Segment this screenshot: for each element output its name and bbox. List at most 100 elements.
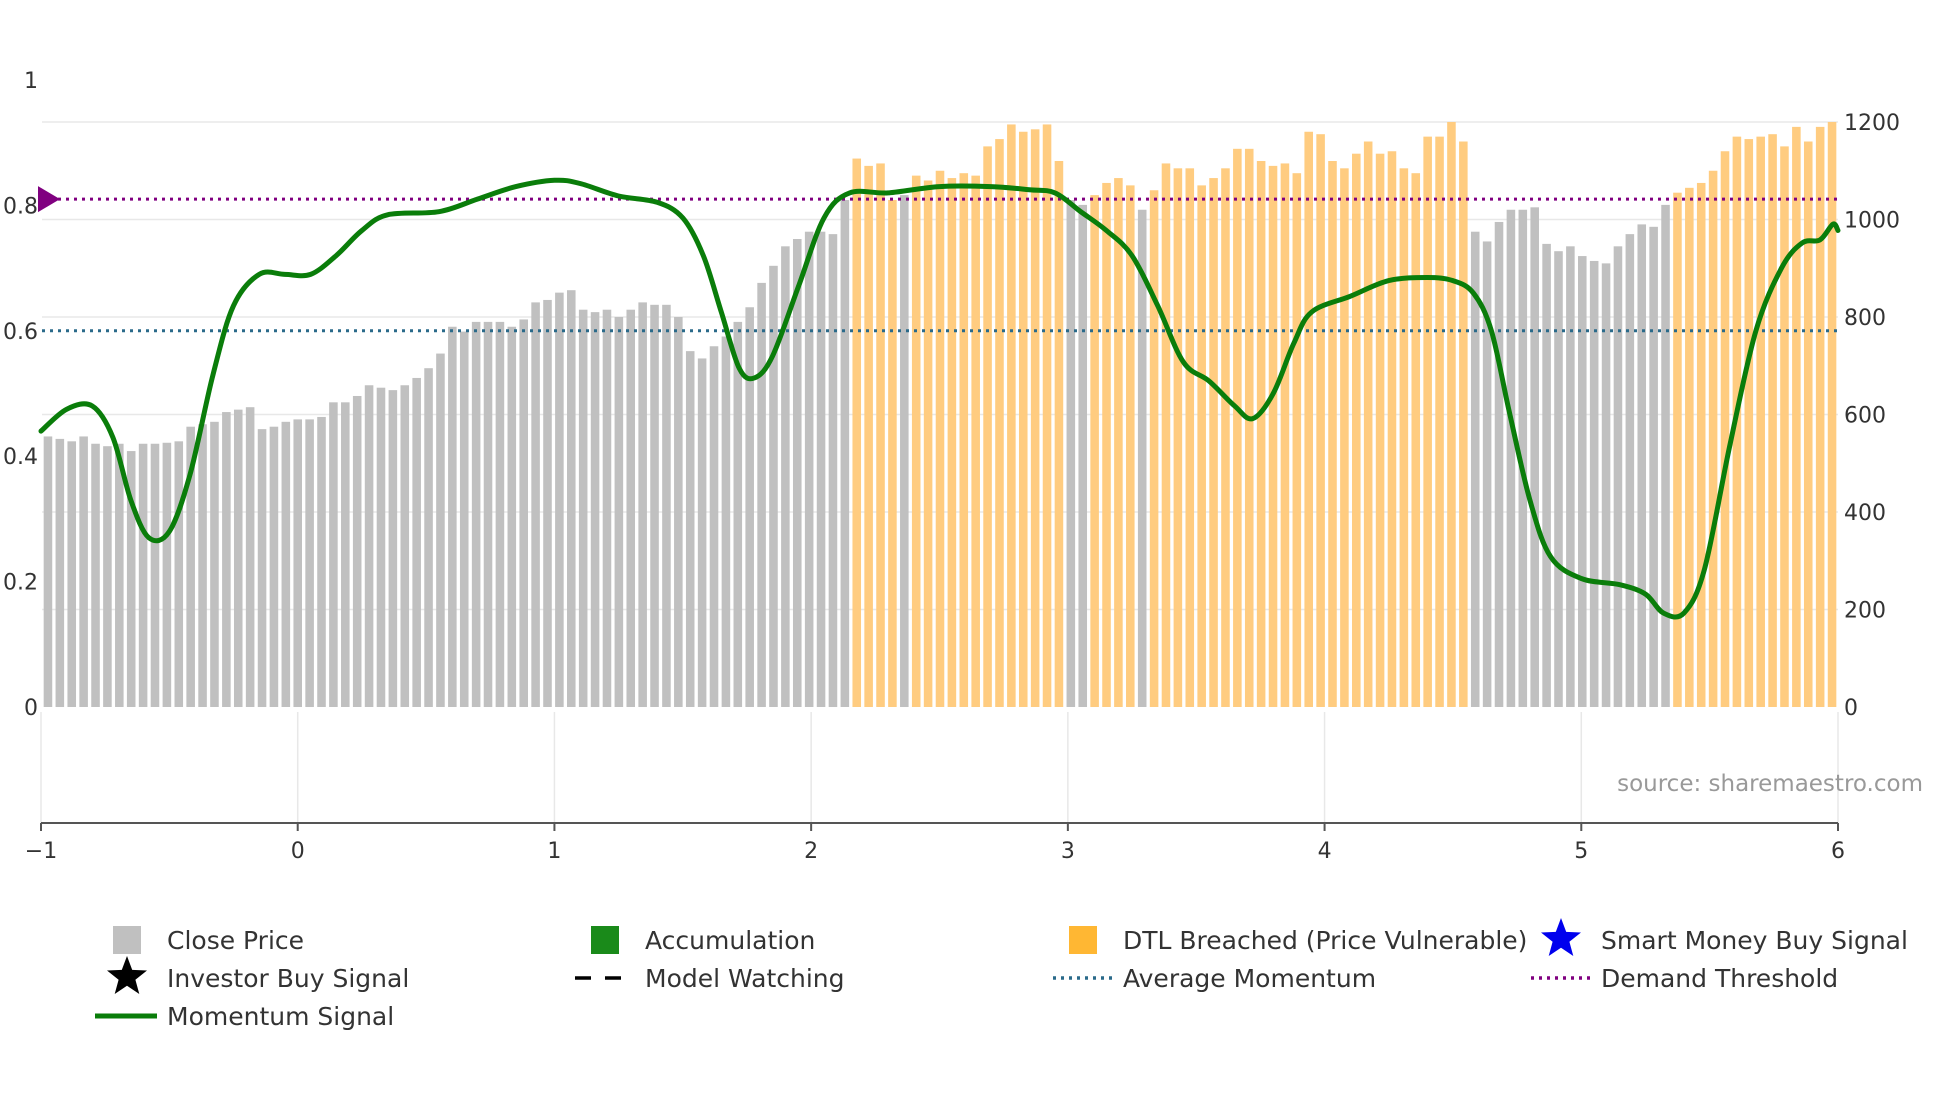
- price-bar: [1637, 224, 1647, 708]
- right-tick-label: 800: [1844, 306, 1886, 331]
- dtl-bar: [1126, 185, 1135, 708]
- price-bar: [459, 331, 469, 707]
- legend-label: DTL Breached (Price Vulnerable): [1123, 926, 1527, 955]
- price-bar: [448, 326, 457, 707]
- dtl-bar: [1197, 185, 1206, 708]
- price-bar: [222, 412, 231, 707]
- price-bar: [436, 353, 445, 707]
- dtl-bar: [876, 163, 885, 707]
- x-tick-label: 6: [1831, 839, 1845, 864]
- price-bar: [662, 304, 671, 707]
- legend-star-icon: [1541, 918, 1581, 956]
- dtl-bar: [1399, 168, 1409, 707]
- price-bar: [352, 395, 362, 707]
- x-tick-label: 2: [804, 839, 818, 864]
- dtl-bar: [1292, 173, 1302, 707]
- price-bar: [1066, 200, 1076, 707]
- price-bar: [305, 419, 314, 708]
- dtl-bar: [1221, 168, 1230, 707]
- dtl-bar: [911, 175, 921, 708]
- price-bar: [329, 402, 338, 707]
- price-bar: [483, 321, 493, 708]
- price-bar: [67, 441, 77, 707]
- dtl-bar: [1328, 161, 1337, 707]
- dtl-bar: [852, 158, 862, 707]
- legend-label: Demand Threshold: [1601, 964, 1838, 993]
- dtl-bar: [1803, 141, 1813, 707]
- price-bar: [43, 436, 53, 707]
- dtl-bar: [1387, 151, 1397, 707]
- dtl-bar: [1316, 134, 1325, 707]
- price-bar: [781, 246, 790, 707]
- dtl-bar: [1685, 187, 1694, 707]
- price-bar: [721, 336, 731, 707]
- legend-label: Investor Buy Signal: [167, 964, 409, 993]
- price-bar: [115, 443, 124, 707]
- dtl-bar: [1673, 192, 1682, 707]
- left-tick-label: 0.4: [3, 445, 38, 470]
- price-bar: [507, 326, 517, 707]
- price-bar: [174, 441, 184, 707]
- price-bar: [1554, 251, 1563, 707]
- price-bar: [757, 282, 766, 708]
- price-bar: [1601, 263, 1611, 708]
- dtl-bar: [1054, 161, 1064, 707]
- dtl-bar: [1114, 178, 1123, 707]
- x-tick-label: 0: [291, 839, 305, 864]
- price-bar: [709, 346, 719, 707]
- dtl-bar: [1815, 126, 1825, 708]
- demand-marker: [38, 186, 60, 213]
- dtl-bar: [1756, 136, 1765, 708]
- price-bar: [626, 309, 636, 707]
- dtl-bar: [1185, 168, 1195, 707]
- dtl-bar: [935, 170, 945, 707]
- left-tick-label: 0: [24, 696, 38, 721]
- price-bar: [1661, 204, 1670, 707]
- price-bar: [55, 438, 65, 708]
- price-bar: [638, 302, 647, 708]
- price-bar: [804, 231, 814, 707]
- price-bar: [650, 304, 659, 707]
- price-bar: [1530, 207, 1539, 707]
- price-bar: [198, 424, 207, 707]
- price-bar: [317, 416, 326, 707]
- price-bar: [733, 321, 743, 708]
- dtl-bar: [1280, 163, 1290, 707]
- legend-label: Smart Money Buy Signal: [1601, 926, 1908, 955]
- dtl-bar: [1268, 165, 1278, 708]
- price-bar: [567, 290, 576, 707]
- legend-label: Average Momentum: [1123, 964, 1376, 993]
- dtl-bar: [1459, 141, 1468, 707]
- dtl-bar: [1102, 182, 1111, 707]
- price-bar: [150, 443, 160, 707]
- dtl-bar: [1042, 124, 1052, 707]
- legend-swatch: [1069, 926, 1097, 954]
- price-bar: [1649, 226, 1658, 707]
- price-bar: [233, 409, 243, 708]
- dtl-bar: [1411, 173, 1421, 707]
- price-bar: [1137, 209, 1147, 707]
- right-tick-label: 400: [1844, 501, 1886, 526]
- dtl-bar: [1768, 134, 1777, 707]
- dtl-bar: [983, 146, 992, 708]
- price-bar: [1078, 204, 1088, 707]
- dtl-bar: [1173, 168, 1183, 707]
- price-bar: [269, 426, 279, 707]
- price-bar: [1542, 243, 1551, 708]
- legend-label: Momentum Signal: [167, 1002, 394, 1031]
- price-bar: [697, 358, 707, 707]
- right-tick-label: 1000: [1844, 209, 1900, 234]
- right-tick-label: 1200: [1844, 111, 1900, 136]
- legend: Close Price Accumulation DTL Breached (Pri…: [95, 918, 1908, 1031]
- price-bar: [840, 200, 850, 707]
- price-bar: [1613, 246, 1623, 707]
- legend-star-icon: [107, 956, 147, 994]
- price-bar: [91, 443, 100, 707]
- dtl-bar: [1209, 178, 1218, 707]
- price-bar: [614, 317, 624, 707]
- dtl-bar: [1256, 161, 1266, 707]
- dtl-bar: [1352, 153, 1361, 707]
- dtl-bar: [888, 200, 897, 707]
- price-bar: [1494, 221, 1504, 707]
